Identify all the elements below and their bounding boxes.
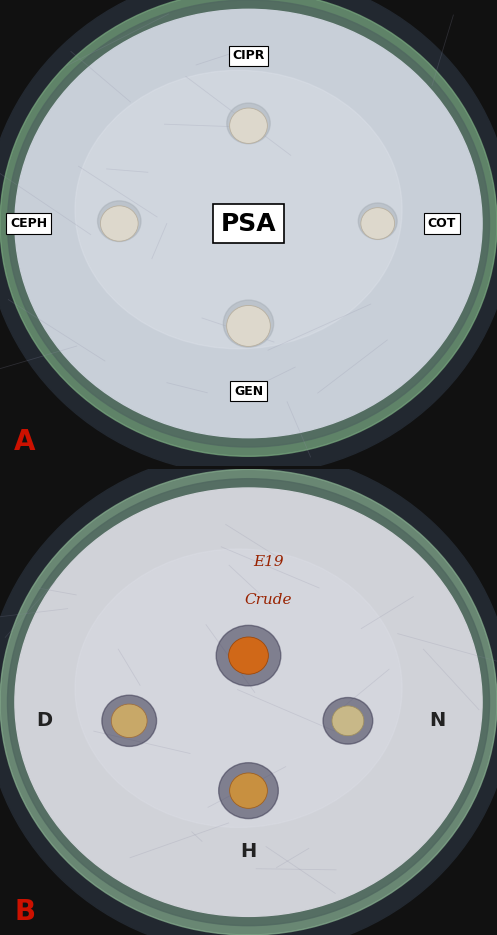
Text: N: N [429, 712, 445, 730]
Circle shape [97, 201, 141, 241]
Circle shape [323, 698, 373, 744]
Circle shape [230, 773, 267, 809]
Text: CIPR: CIPR [232, 50, 265, 63]
Text: B: B [14, 898, 35, 926]
Text: E19: E19 [253, 555, 284, 569]
Ellipse shape [75, 549, 402, 827]
Circle shape [100, 206, 138, 241]
Ellipse shape [15, 488, 482, 916]
Text: A: A [14, 428, 36, 456]
Circle shape [332, 706, 364, 736]
Circle shape [230, 108, 267, 143]
Ellipse shape [0, 469, 497, 935]
Circle shape [223, 300, 274, 347]
Circle shape [227, 306, 270, 347]
Circle shape [361, 208, 395, 239]
Ellipse shape [7, 479, 490, 926]
Text: D: D [37, 712, 53, 730]
Ellipse shape [15, 9, 482, 438]
Text: PSA: PSA [221, 211, 276, 236]
Text: GEN: GEN [234, 384, 263, 397]
Circle shape [219, 763, 278, 819]
Circle shape [111, 704, 147, 738]
Ellipse shape [7, 0, 490, 447]
Text: H: H [241, 842, 256, 861]
Circle shape [102, 696, 157, 746]
Circle shape [227, 103, 270, 144]
Text: Crude: Crude [245, 593, 292, 607]
Ellipse shape [75, 70, 402, 349]
Circle shape [358, 203, 397, 239]
Circle shape [216, 626, 281, 686]
Circle shape [229, 637, 268, 674]
Ellipse shape [0, 0, 497, 456]
Text: CEPH: CEPH [10, 217, 47, 230]
Ellipse shape [0, 0, 497, 475]
Text: COT: COT [427, 217, 456, 230]
Ellipse shape [0, 451, 497, 935]
